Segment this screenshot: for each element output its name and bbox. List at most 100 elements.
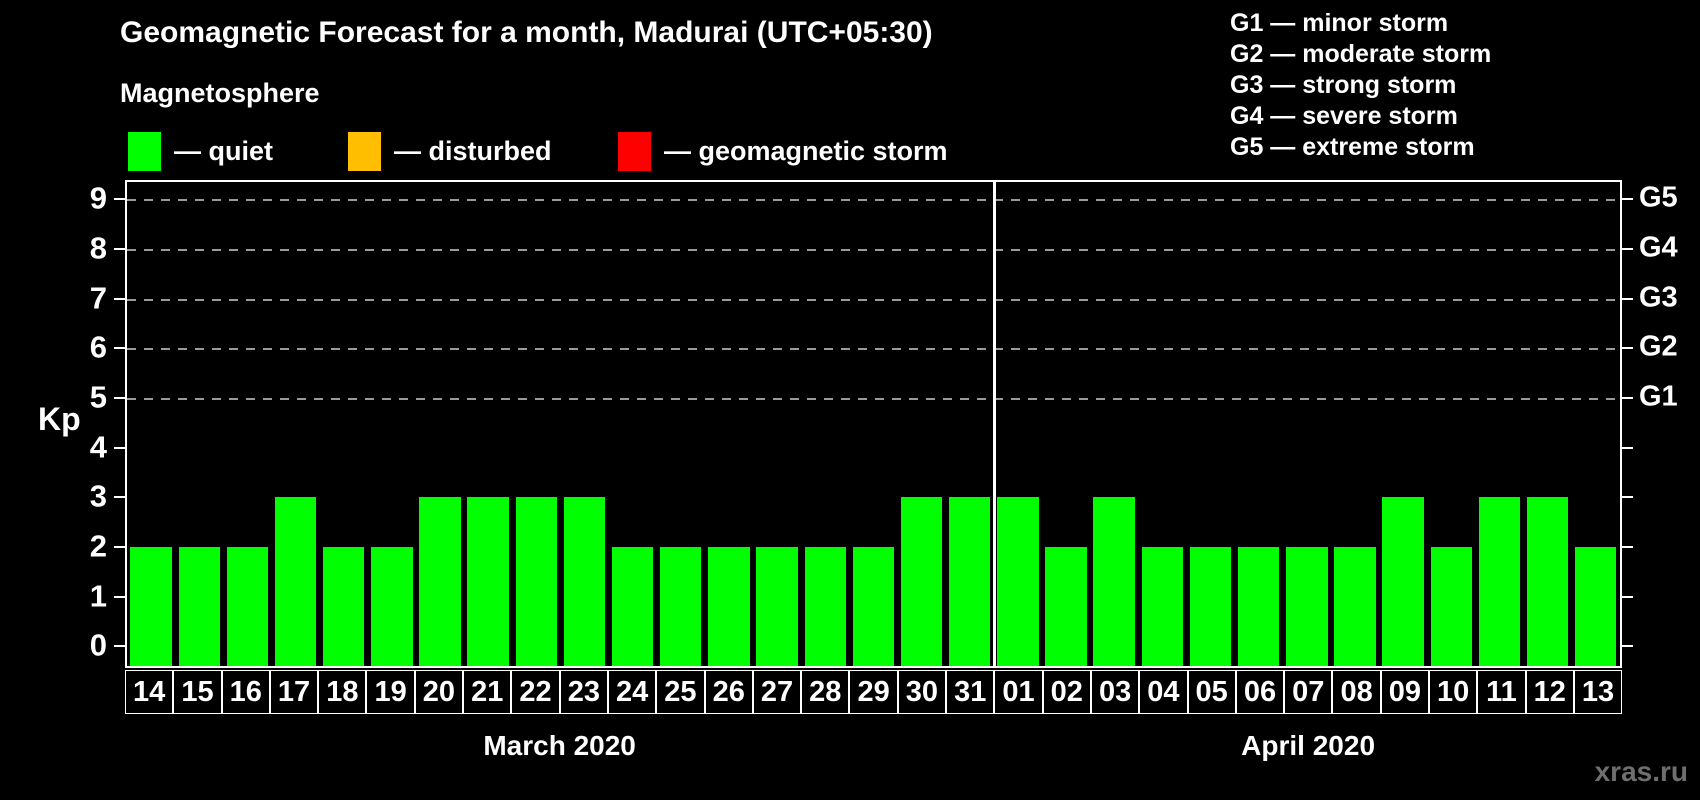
left-tick-kp-2 (114, 545, 125, 548)
left-tick-kp-6 (114, 347, 125, 350)
bar-cell-day-06 (1235, 182, 1283, 666)
bar-cell-day-01 (994, 182, 1042, 666)
bar-cell-day-22 (512, 182, 560, 666)
gridline-kp-6 (127, 348, 1620, 351)
kp-bar-day-14 (130, 546, 172, 666)
y-tick-label-6: 6 (89, 329, 107, 365)
month-divider-line (992, 182, 996, 666)
legend-item-disturbed: — disturbed (348, 131, 552, 171)
right-tick-kp-9 (1622, 198, 1633, 201)
bar-cell-day-20 (416, 182, 464, 666)
kp-bar-day-15 (178, 546, 220, 666)
left-tick-kp-3 (114, 496, 125, 499)
y-tick-label-1: 1 (89, 577, 107, 613)
y-tick-label-2: 2 (89, 528, 107, 564)
day-label-21: 21 (463, 670, 512, 714)
g-scale-legend-line-g1: G1 — minor storm (1230, 9, 1449, 37)
day-label-22: 22 (511, 670, 560, 714)
kp-bar-day-01 (997, 497, 1039, 666)
watermark: xras.ru (1594, 756, 1688, 787)
day-label-06: 06 (1235, 670, 1285, 714)
kp-bar-day-27 (756, 546, 798, 666)
kp-bar-day-11 (1478, 497, 1521, 666)
bar-cell-day-23 (560, 182, 608, 666)
left-tick-kp-4 (114, 446, 125, 449)
right-tick-kp-5 (1622, 396, 1633, 399)
kp-bar-day-20 (419, 497, 461, 666)
quiet-color-swatch (128, 131, 161, 171)
day-label-09: 09 (1380, 670, 1430, 714)
kp-bar-day-12 (1526, 497, 1569, 666)
kp-bar-day-08 (1334, 546, 1376, 666)
day-label-04: 04 (1139, 670, 1188, 714)
kp-axis-title: Kp (38, 401, 81, 437)
bar-cell-day-21 (464, 182, 512, 666)
bar-cell-day-24 (609, 182, 657, 666)
bar-cell-day-29 (849, 182, 897, 666)
legend-item-quiet: — quiet (128, 131, 273, 171)
day-label-17: 17 (269, 670, 319, 714)
g-scale-legend-line-g3: G3 — strong storm (1230, 71, 1457, 99)
kp-bar-day-31 (949, 497, 991, 666)
right-tick-kp-3 (1622, 496, 1633, 499)
y-tick-label-9: 9 (89, 180, 107, 216)
kp-bar-day-09 (1382, 497, 1424, 666)
bar-cell-day-12 (1524, 182, 1572, 666)
day-label-31: 31 (946, 670, 995, 714)
legend-item-geomagnetic-storm: — geomagnetic storm (618, 131, 948, 171)
month-label-april: April 2020 (1241, 730, 1376, 761)
day-axis: 14 15 16 17 18 19 20 21 22 23 24 25 26 27 28 29 30 31 01 02… (125, 670, 1623, 714)
right-tick-kp-4 (1622, 446, 1633, 449)
left-tick-kp-7 (114, 297, 125, 300)
month-labels: March 2020 April 2020 (125, 730, 1622, 762)
bar-cell-day-05 (1186, 182, 1234, 666)
left-tick-kp-0 (114, 645, 125, 648)
bar-cell-day-25 (657, 182, 705, 666)
bar-cell-day-09 (1379, 182, 1427, 666)
y-tick-label-3: 3 (89, 478, 107, 514)
bar-cell-day-18 (320, 182, 368, 666)
day-label-10: 10 (1429, 670, 1478, 714)
day-label-20: 20 (414, 670, 464, 714)
kp-bar-day-07 (1286, 546, 1328, 666)
g-axis-label-g5: G5 (1639, 181, 1678, 214)
day-label-23: 23 (559, 670, 608, 714)
day-label-07: 07 (1284, 670, 1333, 714)
day-label-19: 19 (366, 670, 415, 714)
kp-bar-day-18 (322, 546, 365, 666)
day-label-12: 12 (1525, 670, 1574, 714)
day-label-05: 05 (1187, 670, 1236, 714)
bar-cell-day-17 (271, 182, 319, 666)
bar-cell-day-15 (175, 182, 223, 666)
bar-cell-day-31 (946, 182, 994, 666)
geomagnetic-storm-color-swatch (618, 131, 651, 171)
left-tick-kp-5 (114, 396, 125, 399)
bar-cell-day-07 (1283, 182, 1331, 666)
day-label-29: 29 (849, 670, 898, 714)
bar-cell-day-28 (801, 182, 849, 666)
day-label-27: 27 (752, 670, 802, 714)
bar-cell-day-26 (705, 182, 753, 666)
day-label-25: 25 (656, 670, 705, 714)
day-label-15: 15 (173, 670, 222, 714)
kp-bar-day-10 (1430, 546, 1472, 666)
magnetosphere-label: Magnetosphere (120, 78, 320, 108)
right-tick-kp-7 (1622, 297, 1633, 300)
day-label-16: 16 (221, 670, 270, 714)
y-tick-label-5: 5 (89, 379, 107, 415)
kp-bar-day-19 (371, 546, 413, 666)
day-label-26: 26 (704, 670, 753, 714)
kp-bar-day-26 (708, 546, 750, 666)
bar-cell-day-04 (1138, 182, 1186, 666)
page-title: Geomagnetic Forecast for a month, Madura… (120, 16, 933, 49)
day-label-02: 02 (1042, 670, 1091, 714)
left-tick-kp-1 (114, 595, 125, 598)
bar-cell-day-08 (1331, 182, 1379, 666)
legend-label-geomagnetic-storm: — geomagnetic storm (664, 135, 948, 166)
kp-bar-day-24 (611, 546, 654, 666)
kp-bar-day-23 (563, 497, 606, 666)
kp-bar-day-13 (1575, 546, 1617, 666)
legend-label-quiet: — quiet (174, 135, 273, 166)
right-tick-kp-2 (1622, 545, 1633, 548)
